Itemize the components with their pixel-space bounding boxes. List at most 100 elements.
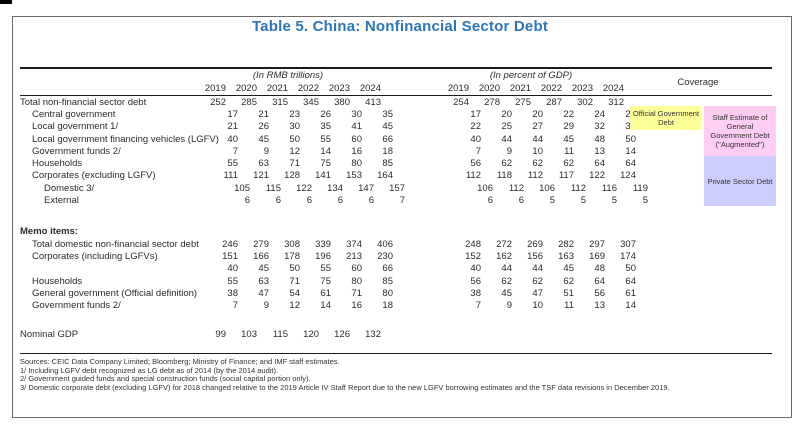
section-gap [20, 207, 772, 226]
gdp-value: 9 [506, 145, 512, 157]
footnote-3: 3/ Domestic corporate debt (excluding LG… [20, 382, 670, 392]
rmb-value: 122 [296, 182, 312, 194]
rmb-value: 66 [382, 263, 393, 275]
rmb-value: 308 [284, 238, 300, 250]
gdp-value: 275 [515, 96, 531, 108]
gdp-value: 152 [465, 250, 481, 262]
rmb-value: 7 [232, 145, 238, 157]
gdp-value: 50 [625, 263, 636, 275]
rmb-value: 9 [263, 145, 269, 157]
rmb-value: 26 [320, 108, 331, 120]
rmb-value: 16 [351, 300, 362, 312]
gdp-value: 56 [594, 287, 605, 299]
gdp-value: 117 [558, 170, 574, 182]
gdp-value: 272 [496, 238, 512, 250]
gdp-value: 27 [532, 121, 543, 133]
official-government-debt-box: Official Government Debt [630, 106, 702, 130]
private-sector-debt-box: Private Sector Debt [704, 156, 776, 206]
rmb-value: 132 [365, 329, 381, 341]
rmb-value: 120 [303, 329, 319, 341]
row-label: Corporates (excluding LGFV) [32, 170, 156, 182]
gdp-value: 124 [620, 170, 636, 182]
gdp-value: 5 [642, 195, 648, 207]
gdp-value: 2021 [509, 82, 531, 94]
rmb-value: 63 [258, 158, 269, 170]
rmb-value: 18 [382, 145, 393, 157]
rmb-value: 6 [337, 195, 343, 207]
memo-table-row: Households 55 63 71 75 80 85 56 62 62 62 64 64 [20, 275, 772, 287]
gdp-value: 44 [532, 263, 543, 275]
gdp-value: 22 [563, 108, 574, 120]
table-row: Local government 1/21 26 30 35 41 45 22 25 27 29 3… [20, 121, 772, 133]
gdp-value: 174 [620, 250, 636, 262]
rmb-value: 2019 [204, 82, 226, 94]
gdp-value: 5 [580, 195, 586, 207]
rmb-value: 406 [377, 238, 393, 250]
gdp-value: 64 [625, 158, 636, 170]
rmb-value: 413 [365, 96, 381, 108]
rmb-value: 30 [289, 121, 300, 133]
row-label: Local government 1/ [32, 121, 119, 133]
figure-border [12, 16, 792, 418]
rmb-value: 71 [351, 287, 362, 299]
gdp-value: 20 [501, 108, 512, 120]
gdp-value: 62 [532, 275, 543, 287]
row-label: Total domestic non-financial sector debt [32, 238, 199, 250]
gdp-value: 2019 [447, 82, 469, 94]
gdp-value: 62 [501, 158, 512, 170]
gdp-value: 10 [532, 300, 543, 312]
rmb-value: 6 [275, 195, 281, 207]
row-label: General government (Official definition) [32, 287, 198, 299]
row-label: Households [32, 158, 83, 170]
gdp-value: 10 [532, 145, 543, 157]
augmented-government-debt-box: Staff Estimate of General Government Deb… [704, 106, 776, 156]
rmb-value: 41 [351, 121, 362, 133]
gdp-value: 302 [577, 96, 593, 108]
rmb-value: 55 [320, 263, 331, 275]
gdp-value: 2020 [478, 82, 500, 94]
rmb-value: 61 [320, 287, 331, 299]
gdp-value: 17 [470, 108, 481, 120]
gdp-value: 20 [532, 108, 543, 120]
gdp-value: 13 [594, 300, 605, 312]
table-bottom-rule [20, 353, 772, 355]
rmb-value: 45 [258, 133, 269, 145]
group-header-row: (In RMB trillions) (In percent of GDP) [20, 69, 772, 82]
gdp-value: 6 [487, 195, 493, 207]
rmb-value: 230 [377, 250, 393, 262]
gdp-value: 9 [506, 300, 512, 312]
table-row: Corporates (excluding LGFV) 111 121 128 141 1… [20, 170, 772, 182]
rmb-value: 21 [258, 108, 269, 120]
gdp-value: 62 [563, 275, 574, 287]
table-row: Government funds 2/7 9 12 14 16 18 7 9 10 11 13 14 [20, 145, 772, 157]
gdp-value: 7 [475, 145, 481, 157]
rmb-value: 54 [289, 287, 300, 299]
rmb-value: 115 [265, 182, 281, 194]
years-header-row: 2019 2020 2021 2022 2023 2024 2019 2020 2021 2022… [20, 82, 772, 94]
rmb-value: 2023 [328, 82, 350, 94]
row-label: Domestic 3/ [44, 182, 95, 194]
row-label: Total non-financial sector debt [20, 96, 147, 108]
gdp-value: 282 [558, 238, 574, 250]
rmb-value: 75 [320, 275, 331, 287]
rmb-value: 18 [382, 300, 393, 312]
rmb-value: 85 [382, 275, 393, 287]
gdp-value: 45 [563, 263, 574, 275]
rmb-value: 71 [289, 275, 300, 287]
gdp-value: 64 [594, 275, 605, 287]
rmb-value: 285 [241, 96, 257, 108]
gdp-value: 163 [558, 250, 574, 262]
rmb-value: 141 [315, 170, 331, 182]
rmb-value: 339 [315, 238, 331, 250]
rmb-value: 26 [258, 121, 269, 133]
rmb-value: 12 [289, 145, 300, 157]
rmb-value: 6 [368, 195, 374, 207]
gdp-value: 62 [501, 275, 512, 287]
gdp-value: 47 [532, 287, 543, 299]
gdp-value: 2022 [540, 82, 562, 94]
rmb-value: 2021 [266, 82, 288, 94]
table-row: Domestic 3/105 115 122 134 147 157 106 112 106 11… [20, 182, 772, 194]
rmb-value: 80 [382, 287, 393, 299]
row-label: Local government financing vehicles (LGF… [32, 133, 219, 145]
rmb-value: 196 [315, 250, 331, 262]
